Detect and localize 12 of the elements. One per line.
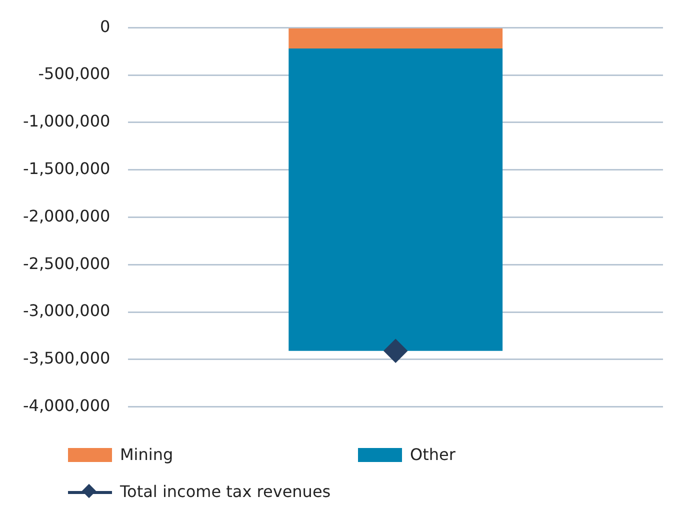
y-tick-label: 0 xyxy=(100,16,110,36)
y-tick-label: -3,000,000 xyxy=(23,301,110,320)
y-tick-label: -1,000,000 xyxy=(23,112,110,131)
y-tick-label: -500,000 xyxy=(38,64,110,84)
y-tick-label: -3,500,000 xyxy=(23,348,110,368)
legend-label: Other xyxy=(410,445,456,464)
y-tick-label: -4,000,000 xyxy=(23,396,110,415)
legend-label: Total income tax revenues xyxy=(120,482,331,501)
y-tick-label: -2,000,000 xyxy=(23,206,110,226)
y-tick-label: -1,500,000 xyxy=(23,158,110,178)
y-tick-label: -2,500,000 xyxy=(23,254,110,273)
legend-label: Mining xyxy=(120,445,174,464)
